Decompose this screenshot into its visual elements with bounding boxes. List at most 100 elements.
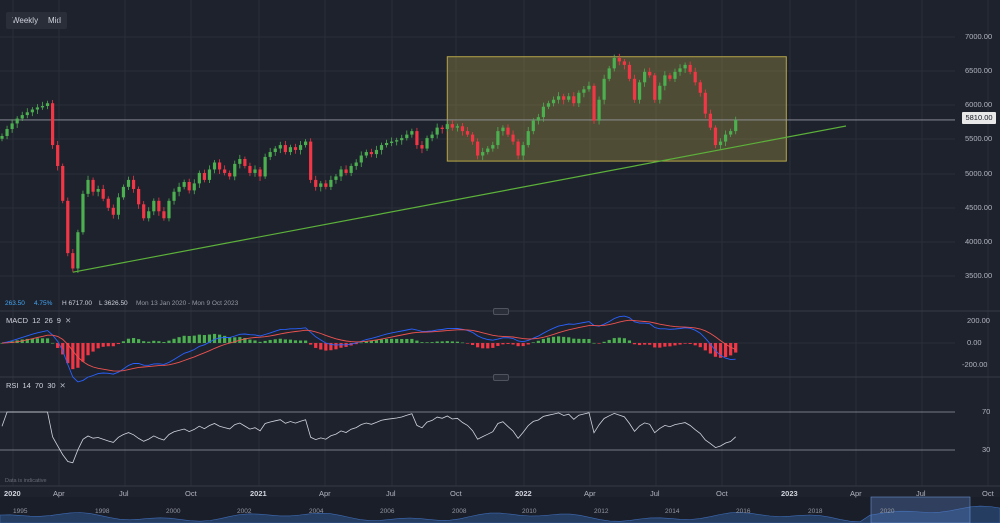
macd-histogram-bar — [415, 340, 419, 343]
macd-histogram-bar — [258, 341, 262, 343]
candle — [147, 207, 151, 222]
macd-histogram-bar — [51, 342, 55, 344]
time-axis-label: 2022 — [515, 489, 532, 498]
macd-param-slow: 26 — [44, 316, 53, 325]
candle — [597, 96, 601, 125]
candle — [440, 125, 444, 134]
macd-histogram-bar — [364, 341, 368, 343]
candle — [678, 64, 682, 76]
candle — [258, 167, 262, 181]
candle — [253, 165, 257, 177]
rsi-param-lower: 30 — [47, 381, 56, 390]
macd-histogram-bar — [384, 339, 389, 343]
time-axis-label: Jul — [386, 489, 396, 498]
rsi-close-icon[interactable]: ✕ — [59, 381, 66, 390]
rsi-pane-resize-handle[interactable] — [493, 374, 509, 381]
candle — [268, 147, 272, 161]
navigator-year-label: 2010 — [522, 508, 537, 515]
candle — [228, 170, 232, 180]
candle — [526, 127, 530, 148]
navigator-year-label: 2004 — [309, 508, 324, 515]
macd-histogram-bar — [314, 343, 318, 348]
candle — [354, 159, 358, 170]
candle — [673, 68, 677, 82]
candle — [486, 146, 490, 155]
candle — [121, 184, 126, 200]
navigator-window[interactable] — [870, 496, 971, 523]
navigator-year-label: 2008 — [452, 508, 467, 515]
candle — [506, 124, 510, 138]
macd-histogram-bar — [592, 342, 596, 344]
macd-axis-label: 200.00 — [967, 316, 990, 325]
macd-histogram-bar — [359, 342, 363, 344]
macd-histogram-bar — [233, 337, 237, 343]
candle — [192, 179, 196, 195]
candle — [344, 165, 348, 176]
macd-close-icon[interactable]: ✕ — [64, 316, 72, 325]
macd-line — [1, 315, 736, 383]
macd-histogram-bar — [632, 343, 637, 345]
range-box[interactable] — [446, 56, 787, 162]
macd-histogram-bar — [602, 341, 606, 343]
candle — [632, 74, 637, 103]
candle — [61, 163, 65, 204]
candle — [536, 113, 540, 125]
macd-histogram-bar — [91, 343, 95, 352]
macd-histogram-bar — [531, 342, 535, 343]
macd-legend[interactable]: MACD 12 26 9 ✕ — [6, 316, 75, 325]
macd-histogram-bar — [729, 343, 733, 356]
candle — [369, 148, 373, 158]
macd-histogram-bar — [162, 342, 166, 343]
macd-histogram-bar — [718, 343, 723, 358]
candle — [531, 118, 535, 135]
macd-pane-resize-handle[interactable] — [493, 308, 509, 315]
candle — [734, 116, 738, 135]
candle — [197, 170, 201, 188]
candle — [455, 123, 459, 132]
candle — [470, 132, 475, 145]
navigator-year-label: 2000 — [166, 508, 181, 515]
macd-histogram-bar — [334, 343, 338, 350]
macd-histogram-bar — [673, 343, 677, 346]
candle — [713, 125, 718, 149]
macd-histogram-bar — [521, 343, 525, 347]
macd-histogram-bar — [551, 336, 556, 343]
candle — [668, 72, 672, 82]
candle — [390, 137, 394, 147]
candle — [304, 139, 308, 148]
time-axis-label: Oct — [716, 489, 728, 498]
candle — [374, 145, 379, 158]
macd-histogram-bar — [390, 338, 394, 343]
candle — [324, 180, 328, 190]
candle — [384, 139, 389, 148]
macd-histogram-bar — [172, 338, 176, 343]
macd-histogram-bar — [324, 343, 328, 351]
rsi-legend[interactable]: RSI 14 70 30 ✕ — [6, 381, 70, 390]
candle — [607, 65, 611, 82]
candle — [582, 86, 586, 98]
candle — [233, 160, 237, 181]
candle — [612, 54, 616, 72]
candle — [10, 119, 14, 133]
rsi-param-upper: 70 — [34, 381, 44, 390]
macd-histogram-bar — [658, 343, 662, 348]
navigator-series — [0, 496, 1000, 523]
candle — [405, 130, 409, 141]
candle — [142, 201, 146, 221]
candle — [288, 144, 293, 156]
macd-histogram-bar — [283, 339, 287, 343]
trend-line[interactable] — [72, 125, 847, 273]
candle — [101, 184, 105, 202]
candle — [278, 141, 282, 154]
macd-axis-label: -200.00 — [962, 360, 988, 369]
macd-histogram-bar — [678, 343, 682, 345]
time-axis-label: Oct — [185, 489, 197, 498]
interval-button[interactable]: Weekly — [6, 12, 45, 29]
candle — [35, 104, 40, 115]
macd-title: MACD — [6, 316, 29, 325]
price-type-button[interactable]: Mid — [42, 12, 67, 29]
candle — [172, 188, 176, 205]
macd-histogram-bar — [35, 338, 40, 343]
candle — [5, 125, 9, 140]
